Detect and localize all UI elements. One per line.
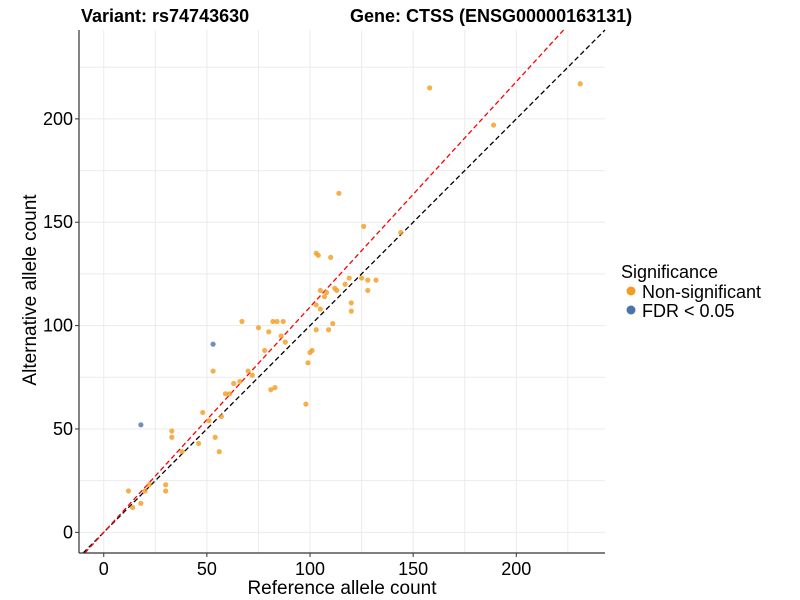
point-non-significant [179,449,185,455]
axes [75,30,605,557]
point-non-significant [249,372,255,378]
chart-title-gene: Gene: CTSS (ENSG00000163131) [350,6,632,26]
point-non-significant [142,488,148,494]
point-non-significant [222,391,229,397]
point-non-significant [282,339,288,345]
x-tick-label: 50 [197,559,217,579]
point-non-significant [317,287,323,294]
legend-marker-fdr [626,305,636,315]
point-non-significant [334,287,340,294]
point-non-significant [278,333,284,339]
point-non-significant [348,308,354,314]
x-tick-label: 0 [99,559,109,579]
point-non-significant [365,287,371,294]
point-non-significant [268,387,274,393]
point-non-significant [348,300,354,306]
point-non-significant [130,504,136,511]
point-non-significant [272,385,278,391]
point-non-significant [336,190,342,196]
point-non-significant [146,482,152,488]
chart-title-variant: Variant: rs74743630 [81,6,249,26]
point-non-significant [169,434,175,440]
legend-marker-non-significant [626,286,636,296]
point-non-significant [427,85,433,91]
point-non-significant [212,434,218,440]
point-non-significant [239,318,245,325]
y-axis-title: Alternative allele count [20,194,41,386]
point-non-significant [361,223,367,229]
y-tick-label: 200 [43,109,73,129]
point-non-significant [163,482,169,488]
x-tick-label: 100 [295,559,325,579]
point-non-significant [262,347,268,354]
point-non-significant [328,254,334,260]
y-tick-label: 100 [43,316,73,336]
point-non-significant [313,302,319,308]
point-non-significant [138,500,144,506]
point-non-significant [342,281,348,287]
x-tick-label: 200 [501,559,531,579]
point-non-significant [323,289,330,296]
grid-lines [79,30,605,553]
point-non-significant [321,294,328,300]
y-tick-label: 150 [43,212,73,232]
point-non-significant [200,409,206,416]
point-non-significant [226,391,233,397]
point-non-significant [358,275,365,281]
point-non-significant [218,413,224,420]
legend-label-non-significant: Non-significant [642,282,761,302]
point-non-significant [325,327,332,333]
point-non-significant [491,122,497,128]
point-non-significant [398,229,404,236]
point-non-significant [270,318,276,325]
reference-line-1 [82,29,606,554]
y-tick-label: 50 [53,419,73,439]
tick-labels: 0 50 100 150 200 0 50 100 150 200 [43,109,531,579]
y-tick-label: 0 [63,522,73,542]
point-fdr-0-05 [138,422,144,428]
point-non-significant [163,488,169,494]
point-non-significant [373,277,379,283]
point-non-significant [210,368,216,374]
point-non-significant [266,329,272,335]
point-non-significant [313,327,319,333]
point-non-significant [274,318,280,325]
point-non-significant [216,449,222,455]
point-non-significant [245,368,251,374]
data-points [125,81,583,511]
point-non-significant [315,252,321,258]
point-non-significant [280,318,286,325]
legend: Significance Non-significant FDR < 0.05 [621,262,761,321]
x-axis-title: Reference allele count [247,578,437,599]
point-fdr-0-05 [210,341,216,347]
point-non-significant [330,320,336,327]
point-non-significant [237,378,243,385]
point-non-significant [255,325,262,331]
point-non-significant [317,306,323,312]
point-non-significant [346,275,352,281]
point-non-significant [305,360,311,366]
x-tick-label: 150 [398,559,428,579]
point-non-significant [303,401,309,407]
point-non-significant [196,440,202,447]
point-non-significant [309,347,315,354]
point-non-significant [231,380,237,387]
legend-label-fdr: FDR < 0.05 [642,301,735,321]
point-non-significant [206,418,212,424]
point-non-significant [365,277,371,283]
point-non-significant [169,428,175,434]
legend-title: Significance [621,262,718,282]
point-non-significant [125,488,132,494]
point-non-significant [577,81,583,87]
